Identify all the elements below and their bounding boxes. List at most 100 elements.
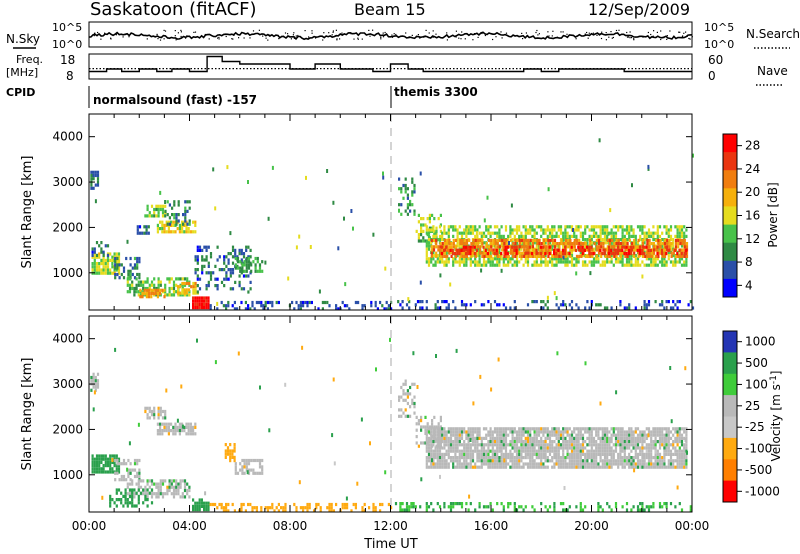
data-cell [670, 254, 673, 258]
data-cell [142, 479, 145, 483]
speck-cell [287, 276, 290, 281]
data-cell [522, 446, 525, 450]
data-cell [544, 228, 547, 232]
data-cell [95, 460, 99, 464]
data-cell [456, 446, 459, 450]
data-cell [198, 245, 202, 249]
data-cell [489, 459, 492, 463]
data-cell [150, 492, 154, 496]
data-cell [480, 440, 483, 444]
data-cell [185, 288, 188, 292]
data-cell [580, 242, 583, 246]
data-cell [526, 433, 530, 437]
data-cell [413, 405, 416, 409]
data-cell [628, 456, 631, 460]
data-cell [567, 251, 570, 255]
data-cell [619, 433, 622, 437]
data-cell [630, 252, 633, 256]
data-cell [667, 433, 670, 437]
data-cell [172, 429, 175, 433]
data-cell [665, 440, 668, 444]
data-cell [656, 465, 659, 469]
data-cell [439, 251, 442, 255]
data-cell [434, 427, 437, 431]
data-cell [161, 495, 165, 499]
data-cell [424, 441, 427, 445]
data-cell [661, 300, 664, 304]
nsearch-point [477, 36, 479, 38]
data-cell [95, 241, 99, 245]
data-cell [222, 506, 225, 510]
data-cell [242, 502, 245, 507]
data-cell [676, 452, 679, 456]
data-cell [319, 506, 322, 510]
data-cell [452, 502, 455, 506]
data-cell [227, 261, 230, 265]
data-cell [449, 248, 452, 252]
data-cell [413, 395, 416, 399]
data-cell [102, 457, 105, 461]
data-cell [567, 245, 570, 249]
data-cell [650, 465, 653, 469]
data-cell [569, 245, 572, 249]
data-cell [496, 242, 499, 246]
colorbar-segment [723, 224, 737, 244]
data-cell [240, 287, 243, 291]
data-cell [603, 446, 607, 450]
data-cell [649, 248, 652, 252]
data-cell [146, 498, 149, 502]
data-cell [500, 225, 503, 229]
data-cell [491, 436, 494, 440]
data-cell [551, 446, 554, 450]
nsearch-point [683, 32, 685, 34]
data-cell [515, 248, 518, 252]
data-cell [478, 449, 481, 453]
data-cell [523, 238, 526, 242]
data-cell [192, 220, 195, 224]
data-cell [639, 449, 642, 453]
data-cell [471, 427, 475, 431]
data-cell [122, 494, 125, 498]
velocity-data-cells [90, 337, 692, 513]
data-cell [220, 280, 224, 284]
data-cell [689, 300, 692, 304]
data-cell [533, 300, 536, 304]
data-cell [106, 460, 110, 464]
data-cell [144, 485, 147, 489]
data-cell [595, 234, 598, 238]
data-cell [231, 502, 234, 507]
data-cell [676, 462, 679, 466]
data-cell [542, 456, 545, 460]
data-cell [474, 263, 477, 267]
data-cell [115, 454, 118, 458]
data-cell [603, 252, 606, 256]
data-cell [363, 509, 366, 513]
data-cell [203, 245, 206, 249]
data-cell [491, 433, 494, 437]
data-cell [639, 446, 642, 450]
speck-cell [607, 231, 610, 236]
data-cell [240, 261, 243, 265]
data-cell [247, 471, 251, 475]
data-cell [434, 430, 437, 434]
data-cell [454, 257, 457, 261]
data-cell [524, 260, 527, 264]
data-cell [189, 429, 192, 433]
data-cell [518, 433, 521, 437]
data-cell [581, 436, 585, 440]
data-cell [625, 252, 628, 256]
nsearch-point [339, 38, 341, 40]
data-cell [249, 502, 252, 507]
data-cell [443, 300, 446, 304]
data-cell [179, 293, 182, 297]
data-cell [428, 425, 431, 429]
data-cell [608, 252, 611, 256]
data-cell [612, 452, 615, 456]
data-cell [335, 502, 338, 507]
data-cell [492, 238, 495, 242]
data-cell [432, 248, 436, 252]
data-cell [677, 245, 680, 249]
data-cell [584, 440, 587, 444]
data-cell [610, 465, 613, 469]
data-cell [157, 204, 160, 208]
